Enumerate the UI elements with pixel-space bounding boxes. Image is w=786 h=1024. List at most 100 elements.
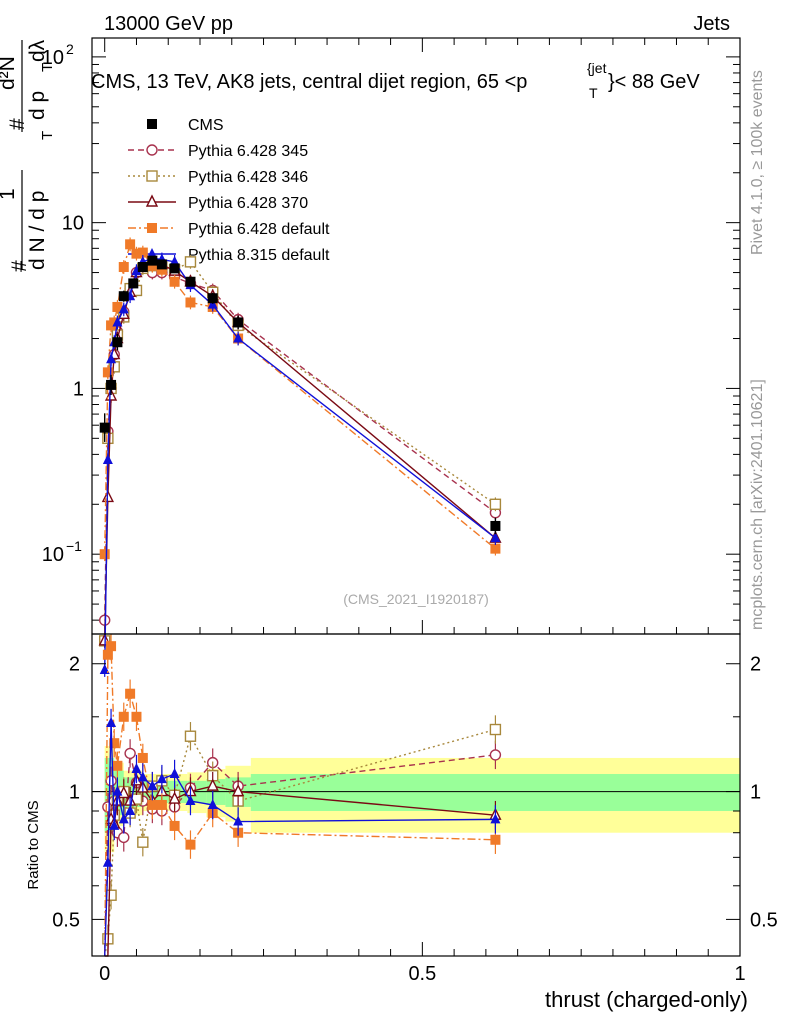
point-p346 bbox=[489, 498, 502, 510]
header-left: 13000 GeV pp bbox=[104, 13, 233, 35]
ratio-point-p8def bbox=[106, 717, 117, 728]
line-p370 bbox=[104, 263, 496, 641]
header-right: Jets bbox=[693, 13, 730, 35]
ratio-ytick-label-r-0: 0.5 bbox=[750, 909, 778, 931]
ratio-point-p6def bbox=[185, 839, 196, 850]
ratio-line-p6def bbox=[104, 645, 496, 957]
legend-label-p6def: Pythia 6.428 default bbox=[188, 221, 330, 238]
point-cms bbox=[99, 422, 110, 433]
point-cms bbox=[490, 520, 501, 531]
ratio-point-p8def bbox=[147, 780, 158, 791]
legend-label-p345: Pythia 6.428 345 bbox=[188, 143, 308, 160]
legend-label-p346: Pythia 6.428 346 bbox=[188, 169, 308, 186]
point-p6def bbox=[109, 317, 120, 328]
legend-marker-p6def bbox=[147, 223, 157, 233]
title-before: CMS, 13 TeV, AK8 jets, central dijet reg… bbox=[91, 71, 527, 93]
ratio-point-p6def bbox=[112, 760, 123, 771]
rivet-label: Rivet 4.1.0, ≥ 100k events bbox=[749, 70, 766, 255]
point-cms bbox=[137, 262, 148, 273]
line-p345 bbox=[104, 266, 496, 621]
ratio-point-p6def bbox=[490, 834, 501, 845]
title-sup: {jet bbox=[587, 60, 607, 76]
point-cms bbox=[207, 293, 218, 304]
point-p6def bbox=[169, 276, 180, 287]
ratio-point-p6def bbox=[106, 641, 117, 652]
series-p346 bbox=[99, 255, 502, 648]
point-cms bbox=[106, 379, 117, 390]
point-p6def bbox=[102, 367, 113, 378]
legend-marker-p345 bbox=[146, 144, 158, 156]
ratio-series-p346 bbox=[102, 715, 502, 957]
ratio-point-p8def bbox=[137, 771, 148, 782]
ylabel-one: 1 bbox=[0, 188, 19, 200]
point-p6def bbox=[99, 549, 110, 560]
ratio-point-p8def bbox=[207, 798, 218, 809]
line-p346 bbox=[104, 260, 496, 641]
watermark: (CMS_2021_I1920187) bbox=[343, 591, 489, 607]
point-p6def bbox=[125, 239, 136, 250]
point-cms bbox=[185, 276, 196, 287]
ratio-line-p8def bbox=[104, 723, 496, 957]
ratio-point-p8def bbox=[109, 819, 120, 830]
ratio-point-p345 bbox=[105, 775, 117, 787]
legend-label-p8def: Pythia 8.315 default bbox=[188, 247, 330, 264]
main-ytick-label-2: 10 bbox=[62, 213, 84, 235]
ratio-xtick-label-2: 1 bbox=[734, 963, 745, 985]
point-cms bbox=[118, 291, 129, 302]
ratio-point-p6def bbox=[131, 711, 142, 722]
ratio-ytick-label-r-1: 1 bbox=[750, 782, 761, 804]
ratio-series-p8def bbox=[102, 708, 501, 957]
ratio-ytick-label-r-2: 2 bbox=[750, 654, 761, 676]
point-p6def bbox=[112, 301, 123, 312]
ratio-point-p346 bbox=[105, 889, 117, 901]
ratio-point-p6def bbox=[125, 688, 136, 699]
series-p345 bbox=[99, 260, 502, 628]
point-cms bbox=[233, 317, 244, 328]
ratio-ytick-label-1: 1 bbox=[69, 782, 80, 804]
ratio-point-p8def bbox=[156, 773, 167, 784]
series-p8def bbox=[99, 251, 501, 677]
line-p6def bbox=[104, 242, 496, 555]
ratio-point-p345 bbox=[118, 831, 130, 844]
point-cms bbox=[147, 255, 158, 266]
legend-marker-p346 bbox=[146, 170, 158, 182]
main-ytick-label-3: 10 bbox=[42, 47, 64, 69]
main-y-axis-label: # 1 d N / d p T # d²N d p T dλ bbox=[0, 39, 56, 272]
ratio-ytick-label-2: 2 bbox=[69, 654, 80, 676]
x-axis-label: thrust (charged-only) bbox=[545, 987, 748, 1012]
ratio-point-p8def bbox=[490, 813, 501, 824]
title-after: }< 88 GeV bbox=[608, 71, 700, 93]
ratio-xtick-label-0: 0 bbox=[99, 963, 110, 985]
point-cms bbox=[128, 278, 139, 289]
mcplots-label: mcplots.cern.ch [arXiv:2401.10621] bbox=[749, 379, 766, 630]
ratio-point-p8def bbox=[233, 815, 244, 826]
ylabel-dN: d N / d p bbox=[26, 191, 49, 270]
series-cms bbox=[99, 255, 501, 535]
point-p8def bbox=[118, 303, 129, 314]
point-p8def bbox=[490, 532, 501, 543]
ratio-point-p6def bbox=[169, 820, 180, 831]
ratio-point-p8def bbox=[169, 767, 180, 778]
point-p6def bbox=[185, 297, 196, 308]
ratio-point-p370 bbox=[206, 778, 219, 791]
ratio-point-p6def bbox=[109, 738, 120, 749]
point-p6def bbox=[131, 248, 142, 259]
ylabel-dl: dλ bbox=[26, 39, 49, 62]
ratio-point-p6def bbox=[147, 799, 158, 810]
ratio-point-p345 bbox=[124, 747, 136, 760]
main-ytick-exp-0: −1 bbox=[66, 538, 82, 554]
ratio-point-p6def bbox=[156, 799, 167, 810]
series-p6def bbox=[99, 237, 501, 562]
ylabel-hash-1: # bbox=[8, 260, 31, 272]
ratio-point-p8def bbox=[131, 763, 142, 774]
ratio-point-p370 bbox=[231, 784, 245, 797]
point-p8def bbox=[102, 453, 113, 464]
point-cms bbox=[112, 337, 123, 348]
ratio-panel: 0.5 0.5 1 1 2 2 0 0.5 1 bbox=[52, 634, 778, 985]
ratio-point-p6def bbox=[137, 752, 148, 763]
ratio-xtick-label-1: 0.5 bbox=[408, 963, 436, 985]
main-title: CMS, 13 TeV, AK8 jets, central dijet reg… bbox=[91, 60, 700, 101]
ratio-point-p8def bbox=[112, 785, 123, 796]
ratio-y-label: Ratio to CMS bbox=[25, 800, 42, 889]
